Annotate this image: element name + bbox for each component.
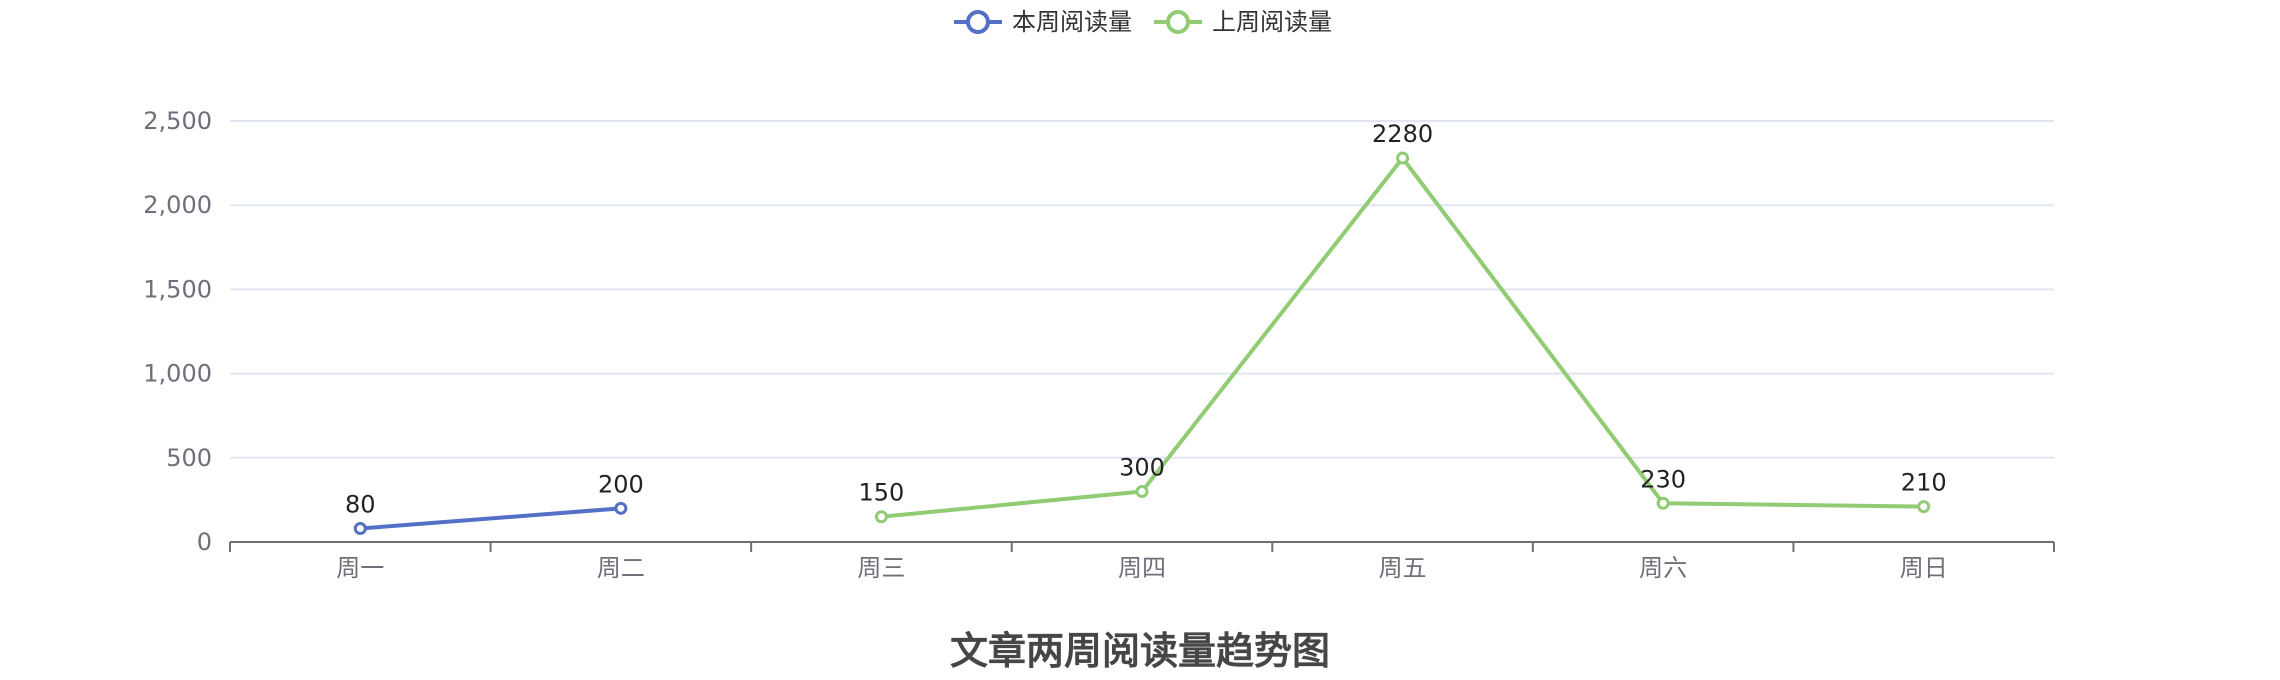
y-tick-label: 0 — [197, 528, 212, 556]
legend-marker-1 — [966, 10, 990, 34]
data-label-2-6: 230 — [1640, 465, 1686, 493]
y-tick-label: 2,000 — [143, 191, 212, 219]
series-line-1 — [358, 506, 623, 531]
x-tick-label: 周一 — [336, 554, 384, 582]
y-tick-label: 1,500 — [143, 275, 212, 303]
data-label-2-4: 300 — [1119, 453, 1165, 481]
data-point-2-5[interactable] — [1396, 151, 1410, 165]
data-point-2-6[interactable] — [1656, 496, 1670, 510]
legend-label-2: 上周阅读量 — [1212, 8, 1332, 36]
chart-title: 文章两周阅读量趋势图 — [950, 629, 1330, 673]
data-label-1-2: 200 — [598, 470, 644, 498]
legend: 本周阅读量 上周阅读量 — [954, 8, 1332, 36]
data-point-2-3[interactable] — [874, 510, 888, 524]
legend-item-2[interactable]: 上周阅读量 — [1154, 8, 1332, 36]
x-tick-label: 周日 — [1900, 554, 1948, 582]
y-tick-label: 500 — [166, 444, 212, 472]
y-tick-label: 1,000 — [143, 360, 212, 388]
data-label-2-3: 150 — [859, 479, 905, 507]
x-tick-label: 周四 — [1118, 554, 1166, 582]
legend-item-1[interactable]: 本周阅读量 — [954, 8, 1132, 36]
series-line-2 — [879, 156, 1926, 519]
data-point-2-4[interactable] — [1135, 484, 1149, 498]
data-label-2-5: 2280 — [1372, 120, 1433, 148]
data-labels: 80 200 150 300 2280 230 210 — [345, 120, 1947, 518]
x-tick-label: 周五 — [1379, 554, 1427, 582]
x-tick-label: 周二 — [597, 554, 645, 582]
data-point-1-1[interactable] — [353, 522, 367, 536]
x-tick-label: 周六 — [1639, 554, 1687, 582]
data-point-1-2[interactable] — [614, 501, 628, 515]
data-label-2-7: 210 — [1901, 469, 1947, 497]
data-label-1-1: 80 — [345, 491, 376, 519]
legend-label-1: 本周阅读量 — [1012, 8, 1132, 36]
grid-lines — [230, 120, 2054, 459]
y-tick-label: 2,500 — [143, 107, 212, 135]
x-tick-label: 周三 — [857, 554, 905, 582]
data-point-2-7[interactable] — [1917, 500, 1931, 514]
legend-marker-2 — [1166, 10, 1190, 34]
axes: 0 500 1,000 1,500 2,000 2,500 周一 周二 周三 周四 周五 周六 周日 — [143, 107, 2055, 582]
series-layer — [353, 151, 1931, 536]
